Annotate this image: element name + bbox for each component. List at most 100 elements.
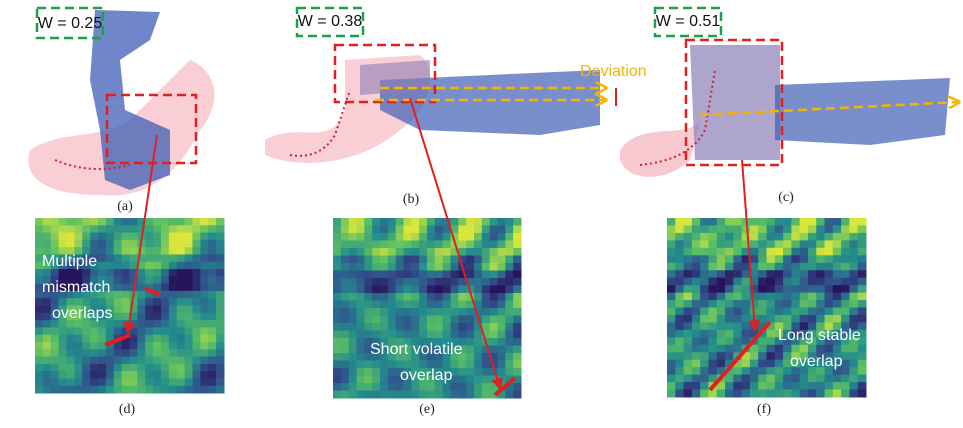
heatmap-cell [153, 349, 161, 357]
heatmap-cell [106, 357, 114, 365]
heatmap-cell [451, 391, 459, 399]
heatmap-cell [490, 218, 498, 226]
heatmap-cell [717, 255, 726, 263]
heatmap-cell [700, 308, 709, 316]
heatmap-cell [684, 360, 693, 368]
heatmap-cell [161, 284, 169, 292]
heatmap-cell [451, 301, 459, 309]
heatmap-cell [791, 218, 800, 226]
heatmap-cell [82, 378, 90, 386]
heatmap-cell [419, 391, 427, 399]
heatmap-cell [505, 391, 513, 399]
heatmap-cell [498, 233, 506, 241]
heatmap-cell [458, 226, 466, 234]
heatmap-cell [177, 276, 185, 284]
heatmap-cell [742, 367, 751, 375]
weight-label: W = 0.51 [656, 13, 721, 30]
heatmap-cell [725, 382, 734, 390]
heatmap-cell [388, 361, 396, 369]
heatmap-cell [505, 353, 513, 361]
heatmap-cell [858, 382, 867, 390]
heatmap-cell [185, 378, 193, 386]
heatmap-cell [106, 269, 114, 277]
heatmap-cell [667, 300, 676, 308]
heatmap-cell [411, 271, 419, 279]
heatmap-cell [791, 255, 800, 263]
heatmap-cell [733, 233, 742, 241]
heatmap-cell [717, 285, 726, 293]
heatmap-cell [364, 256, 372, 264]
heatmap-cell [153, 233, 161, 241]
heatmap-cell [208, 291, 216, 299]
heatmap-cell [750, 218, 759, 226]
heatmap-cell [482, 233, 490, 241]
heatmap-cell [775, 375, 784, 383]
heatmap-cell [733, 322, 742, 330]
heatmap-cell [404, 323, 412, 331]
heatmap-cell [216, 378, 224, 386]
heatmap-cell [684, 390, 693, 398]
heatmap-cell [742, 382, 751, 390]
heatmap-cell [725, 345, 734, 353]
heatmap-cell [137, 378, 145, 386]
heatmap-cell [185, 276, 193, 284]
heatmap-cell [67, 225, 75, 233]
heatmap-cell [733, 278, 742, 286]
heatmap-cell [808, 263, 817, 271]
heatmap-cell [114, 284, 122, 292]
heatmap-cell [145, 378, 153, 386]
heatmap-cell [692, 285, 701, 293]
heatmap-cell [700, 315, 709, 323]
heatmap-cell [667, 322, 676, 330]
heatmap-cell [750, 382, 759, 390]
point-cloud-b [265, 55, 600, 163]
heatmap-cell [513, 293, 521, 301]
heatmap-cell [364, 226, 372, 234]
heatmap-cell [667, 330, 676, 338]
heatmap-cell [177, 269, 185, 277]
heatmap-cell [708, 225, 717, 233]
heatmap-cell [750, 375, 759, 383]
heatmap-cell [474, 286, 482, 294]
heatmap-cell [51, 371, 59, 379]
heatmap-cell [364, 383, 372, 391]
heatmap-cell [733, 300, 742, 308]
heatmap-cell [833, 248, 842, 256]
heatmap-cell [708, 308, 717, 316]
heatmap-cell [833, 345, 842, 353]
heatmap-cell [858, 375, 867, 383]
heatmap-cell [130, 386, 138, 394]
heatmap-cell [349, 323, 357, 331]
heatmap-cell [364, 308, 372, 316]
heatmap-cell [435, 263, 443, 271]
heatmap-cell [177, 320, 185, 328]
heatmap-cell [372, 286, 380, 294]
heatmap-cell [82, 349, 90, 357]
heatmap-cell [169, 364, 177, 372]
heatmap-cell [161, 276, 169, 284]
heatmap-cell [767, 390, 776, 398]
heatmap-cell [216, 349, 224, 357]
heatmap-cell [419, 286, 427, 294]
heatmap-cell [341, 368, 349, 376]
heatmap-cell [725, 315, 734, 323]
heatmap-cell [82, 335, 90, 343]
heatmap-cell [684, 233, 693, 241]
heatmap-cell [200, 371, 208, 379]
heatmap-cell [700, 352, 709, 360]
heatmap-cell [74, 378, 82, 386]
heatmap-cell [474, 368, 482, 376]
heatmap-cell [783, 315, 792, 323]
heatmap-cell [783, 375, 792, 383]
heatmap-cell [106, 233, 114, 241]
heatmap-cell [833, 278, 842, 286]
heatmap-cell [396, 293, 404, 301]
heatmap-cell [708, 390, 717, 398]
heatmap-cell [791, 382, 800, 390]
heatmap-cell [758, 315, 767, 323]
heatmap-cell [357, 346, 365, 354]
heatmap-cell [708, 240, 717, 248]
heatmap-cell [90, 371, 98, 379]
heatmap-cell [372, 376, 380, 384]
heatmap-cell [114, 349, 122, 357]
